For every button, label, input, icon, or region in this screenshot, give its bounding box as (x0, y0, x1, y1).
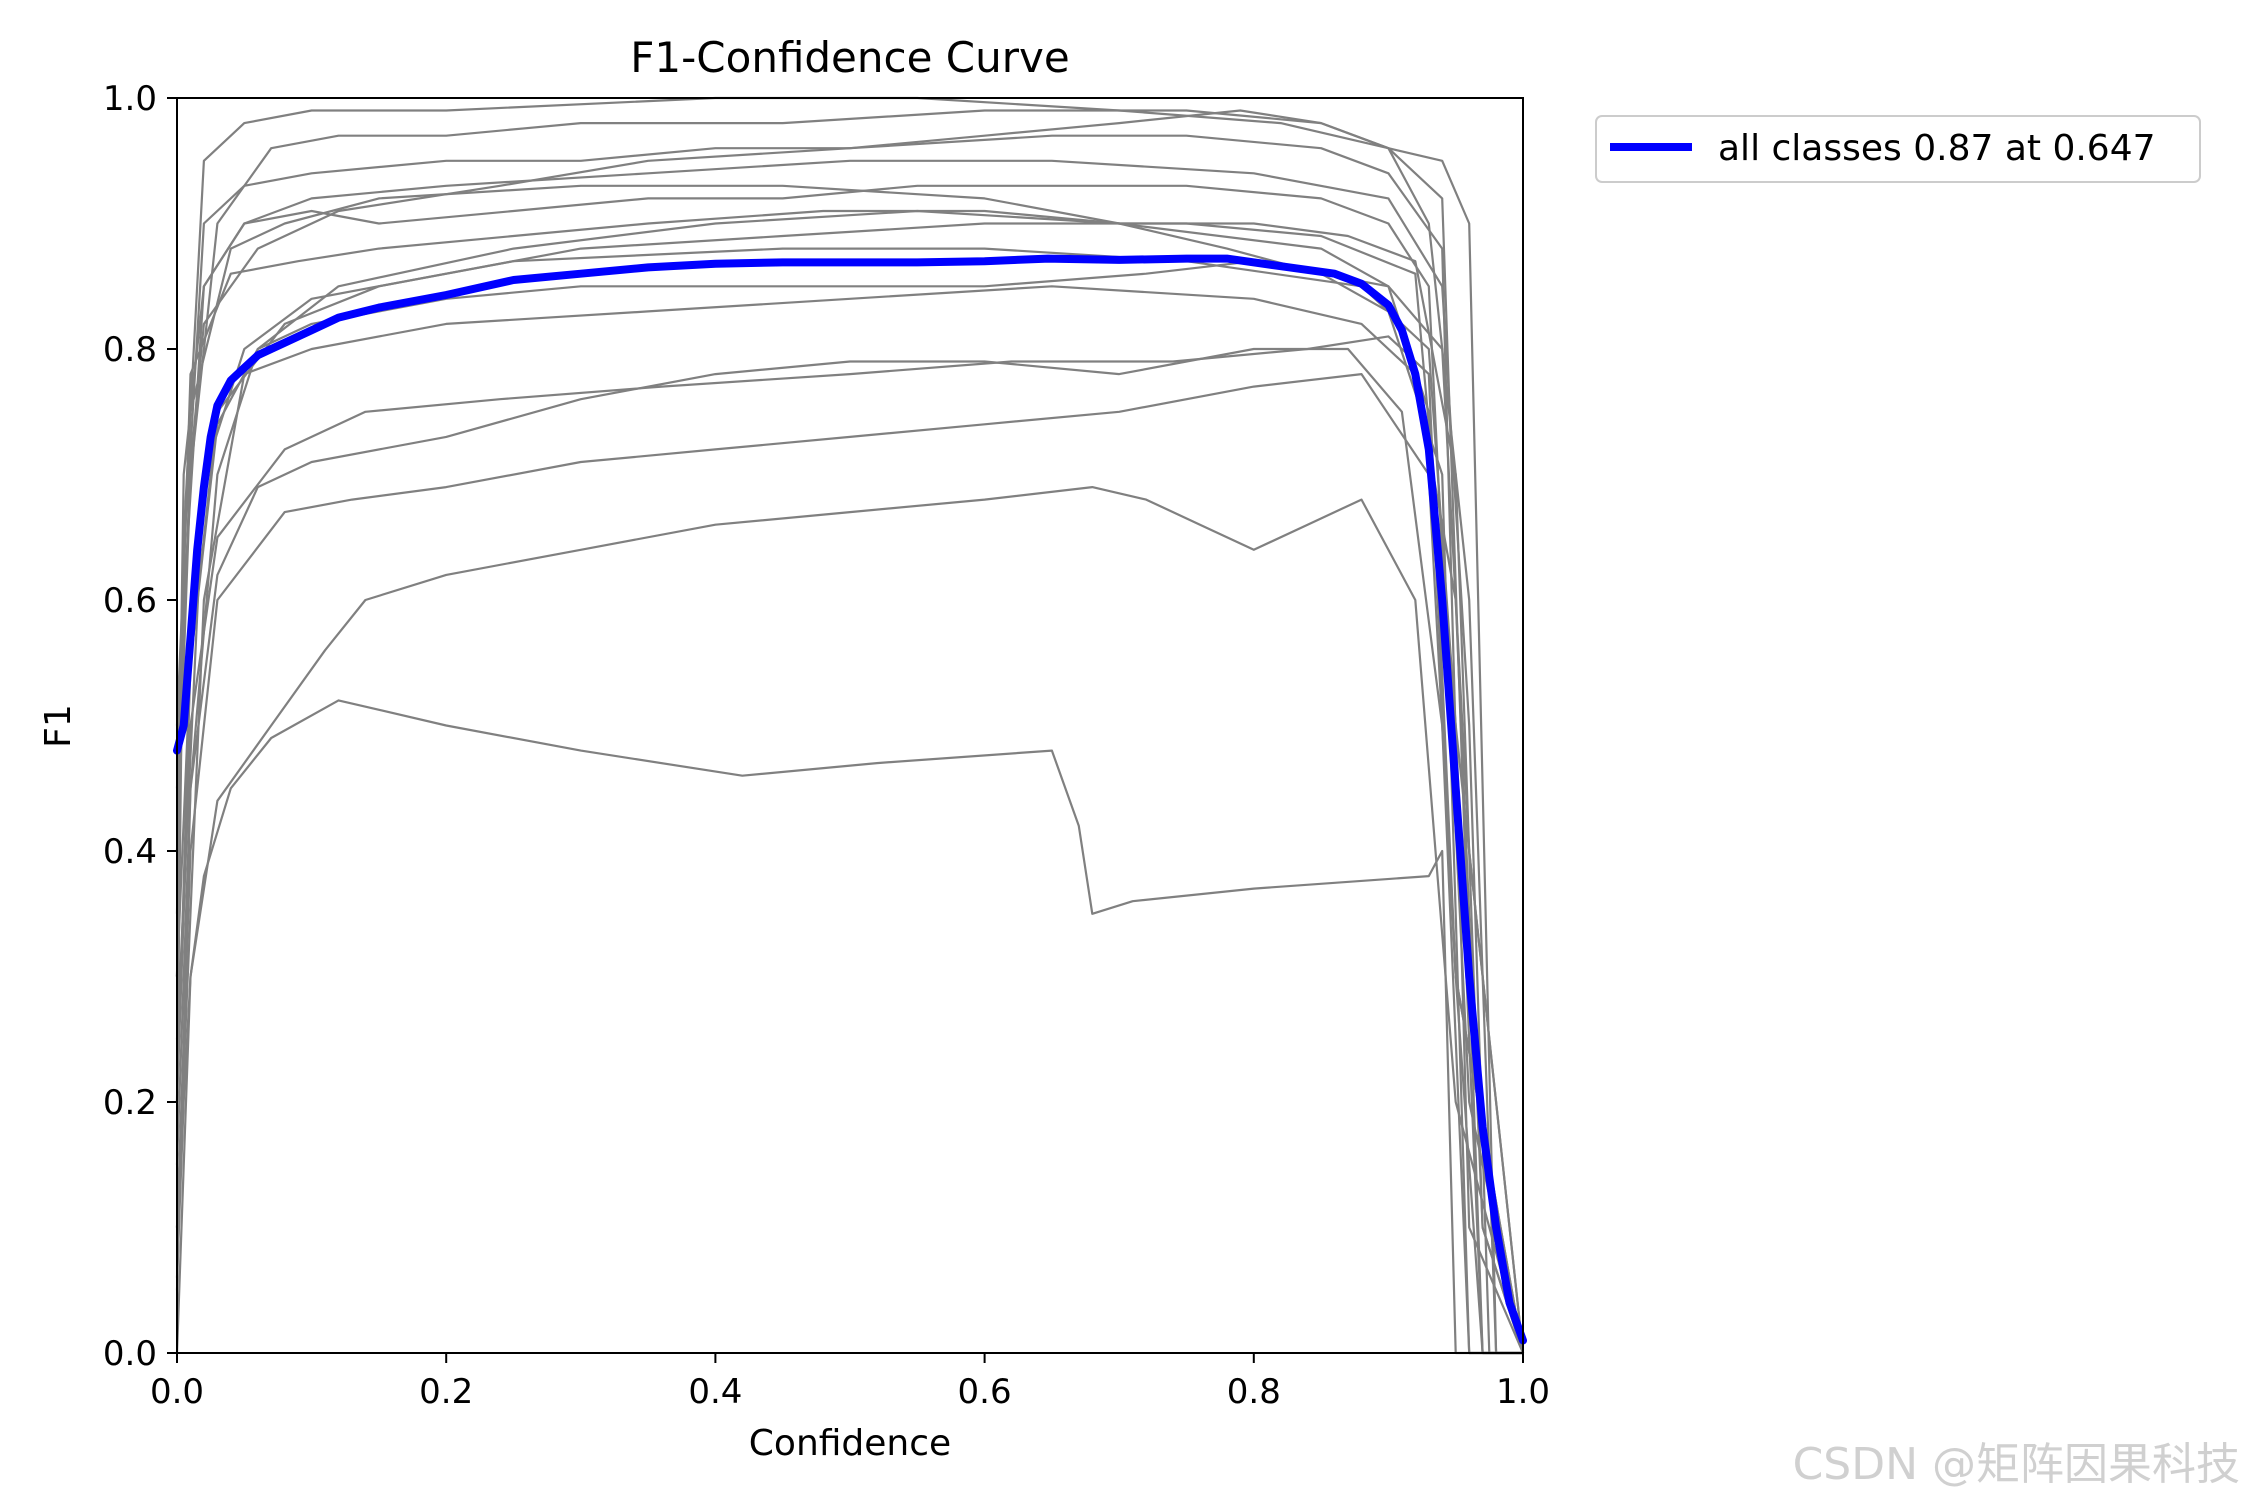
y-tick-label: 0.4 (103, 832, 157, 872)
class-curve-9 (175, 373, 1525, 1354)
axes-frame (176, 97, 1524, 1354)
class-curve-8 (175, 347, 1523, 1355)
class-curve-10 (175, 184, 1525, 1354)
class-curve-12 (175, 222, 1525, 1354)
y-axis-label: F1 (38, 704, 79, 748)
x-tick-label: 0.0 (150, 1372, 204, 1412)
x-axis-ticks: 0.0 0.2 0.4 0.6 0.8 1.0 (150, 1353, 1550, 1412)
x-tick-label: 0.8 (1227, 1372, 1281, 1412)
class-curve-5 (175, 285, 1525, 1354)
legend: all classes 0.87 at 0.647 (1595, 115, 2201, 183)
watermark: CSDN @矩阵因果科技 (1792, 1439, 2240, 1490)
class-curve-15 (175, 260, 1525, 1354)
x-tick-label: 1.0 (1496, 1372, 1550, 1412)
class-curve-13 (175, 486, 1525, 1354)
y-tick-label: 0.8 (103, 330, 157, 370)
y-tick-label: 0.2 (103, 1083, 157, 1123)
plot-area (173, 96, 1527, 1355)
x-tick-label: 0.4 (688, 1372, 742, 1412)
legend-label-all-classes: all classes 0.87 at 0.647 (1718, 128, 2156, 169)
legend-box (1595, 115, 2201, 183)
class-curve-14 (175, 699, 1523, 1355)
x-tick-label: 0.6 (958, 1372, 1012, 1412)
x-axis-label: Confidence (749, 1423, 951, 1464)
all-classes-curve (173, 254, 1527, 1345)
class-curves (175, 96, 1525, 1355)
chart-title: F1-Confidence Curve (630, 33, 1069, 82)
class-curve-17 (175, 109, 1523, 1355)
class-curve-16 (175, 209, 1525, 1354)
mean-curves (173, 254, 1527, 1345)
y-tick-label: 0.6 (103, 581, 157, 621)
y-tick-label: 0.0 (103, 1334, 157, 1374)
x-tick-label: 0.2 (419, 1372, 473, 1412)
y-tick-label: 1.0 (103, 79, 157, 119)
y-axis-ticks: 0.0 0.2 0.4 0.6 0.8 1.0 (103, 79, 177, 1374)
